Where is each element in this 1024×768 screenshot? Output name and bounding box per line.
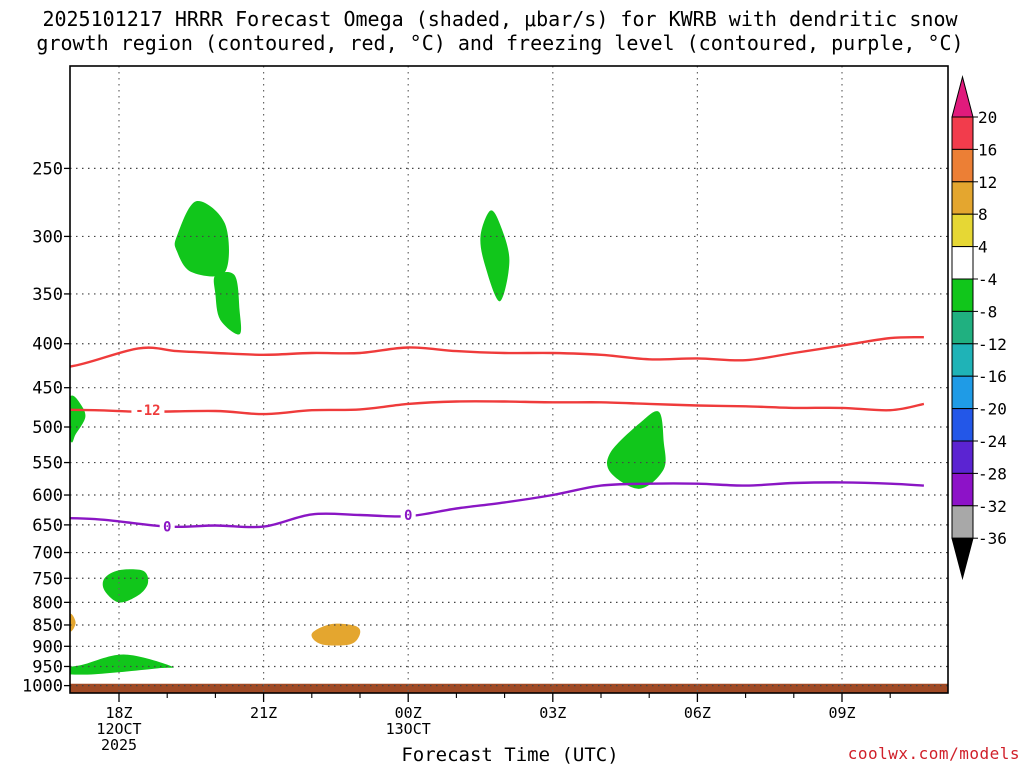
- colorbar-swatch-6: [951, 310, 974, 345]
- contour-lines: -12 0 0: [70, 335, 925, 536]
- plot-frame: [69, 65, 949, 694]
- contour-label-dgz-bottom-minus12-0: -12: [135, 403, 160, 419]
- colorbar-swatch-3: [951, 213, 974, 248]
- colorbar-label-7: -12: [978, 335, 1007, 354]
- x-tick-label-06Z: 06Z: [684, 704, 711, 722]
- terrain-surface: [70, 683, 948, 693]
- colorbar-bottom-arrow: [951, 537, 974, 581]
- contour-label-bg-freezing-level-0-0: [159, 518, 175, 535]
- omega-region-down-yellow-2: [354, 353, 452, 460]
- y-tick-label-700: 700: [32, 544, 63, 564]
- omega-region-down-yellow-4: [204, 622, 225, 641]
- y-tick-label-400: 400: [32, 335, 63, 355]
- omega-region-down-yellow-7: [771, 656, 810, 669]
- y-tick-label-950: 950: [32, 657, 63, 677]
- contour-label-bg-dgz-bottom-minus12-0: [131, 402, 165, 419]
- y-tick-label-250: 250: [32, 159, 63, 179]
- omega-region-up-green-7: [70, 654, 174, 675]
- colorbar-label-13: -36: [978, 529, 1007, 548]
- source-credit: coolwx.com/models: [847, 744, 1020, 763]
- y-tick-label-800: 800: [32, 593, 63, 613]
- y-tick-label-350: 350: [32, 285, 63, 305]
- grid-lines: [70, 66, 948, 693]
- contour-label-freezing-level-0-1: 0: [404, 508, 412, 524]
- terrain-layer: [70, 683, 948, 693]
- colorbar-swatch-10: [951, 440, 974, 474]
- colorbar-label-8: -16: [978, 367, 1007, 386]
- x-tick-label-09Z: 09Z: [828, 704, 855, 722]
- colorbar-label-9: -20: [978, 400, 1007, 419]
- y-tick-label-300: 300: [32, 227, 63, 247]
- colorbar-swatch-9: [951, 408, 974, 442]
- colorbar-swatch-12: [951, 505, 974, 539]
- omega-region-up-green-1: [174, 200, 229, 277]
- y-tick-label-1000: 1000: [22, 677, 63, 697]
- omega-region-down-orange-2: [311, 623, 361, 646]
- contour-label-freezing-level-0-0: 0: [163, 520, 171, 536]
- colorbar-label-6: -8: [978, 302, 997, 321]
- chart-title-line2: growth region (contoured, red, °C) and f…: [36, 31, 964, 55]
- colorbar: 20 16 12 8 4 -4 -8 -12 -16 -20 -24 -28 -32 -36: [951, 75, 1007, 581]
- omega-region-down-yellow-6: [677, 639, 727, 669]
- colorbar-swatch-4: [951, 246, 974, 280]
- contour-line-dgz-top-minus18: [70, 335, 924, 368]
- omega-region-up-green-2: [213, 271, 242, 335]
- chart-title-line1: 2025101217 HRRR Forecast Omega (shaded, …: [42, 7, 958, 31]
- x-tick-label-21Z: 21Z: [250, 704, 277, 722]
- colorbar-swatch-1: [951, 148, 974, 183]
- colorbar-swatch-11: [951, 472, 974, 507]
- y-tick-label-550: 550: [32, 454, 63, 474]
- omega-region-up-green-5: [607, 411, 666, 489]
- x-tick-sublabel-18Z-1: 2025: [101, 736, 137, 754]
- omega-shading: [70, 200, 927, 675]
- colorbar-label-1: 16: [978, 140, 997, 159]
- y-tick-label-650: 650: [32, 516, 63, 536]
- contour-label-bg-freezing-level-0-1: [400, 507, 416, 524]
- colorbar-swatch-0: [951, 116, 974, 150]
- x-tick-label-00Z: 00Z: [395, 704, 422, 722]
- colorbar-label-11: -28: [978, 464, 1007, 483]
- colorbar-label-12: -32: [978, 497, 1007, 516]
- omega-region-down-yellow-3: [70, 602, 100, 636]
- colorbar-label-4: 4: [978, 238, 988, 257]
- omega-region-down-yellow-1: [588, 304, 654, 354]
- colorbar-top-arrow: [951, 75, 974, 118]
- colorbar-swatch-8: [951, 375, 974, 410]
- colorbar-label-0: 20: [978, 108, 997, 127]
- chart-title: 2025101217 HRRR Forecast Omega (shaded, …: [0, 7, 1000, 55]
- contour-line-freezing-level-0: [70, 481, 924, 529]
- colorbar-swatch-2: [951, 181, 974, 215]
- y-tick-label-500: 500: [32, 418, 63, 438]
- y-tick-label-900: 900: [32, 637, 63, 657]
- colorbar-label-5: -4: [978, 270, 997, 289]
- x-tick-label-03Z: 03Z: [539, 704, 566, 722]
- omega-region-up-green-3: [480, 210, 510, 302]
- colorbar-swatch-5: [951, 278, 974, 312]
- x-tick-sublabel-18Z-0: 12OCT: [96, 720, 141, 738]
- y-tick-label-600: 600: [32, 486, 63, 506]
- contour-line-dgz-bottom-minus12: [70, 400, 925, 416]
- y-axis: 2503003504004505005506006507007508008509…: [22, 159, 70, 697]
- colorbar-label-2: 12: [978, 173, 997, 192]
- omega-region-down-yellow-8: [874, 633, 927, 659]
- omega-region-up-green-6: [102, 569, 149, 603]
- omega-region-up-green-4: [70, 395, 86, 443]
- omega-region-down-orange-1: [70, 613, 76, 632]
- colorbar-swatch-7: [951, 343, 974, 377]
- x-axis-label: Forecast Time (UTC): [401, 744, 619, 766]
- y-tick-label-850: 850: [32, 616, 63, 636]
- x-tick-sublabel-00Z-0: 13OCT: [386, 720, 431, 738]
- colorbar-label-3: 8: [978, 205, 988, 224]
- x-tick-label-18Z: 18Z: [105, 704, 132, 722]
- y-tick-label-750: 750: [32, 569, 63, 589]
- colorbar-label-10: -24: [978, 432, 1007, 451]
- y-tick-label-450: 450: [32, 379, 63, 399]
